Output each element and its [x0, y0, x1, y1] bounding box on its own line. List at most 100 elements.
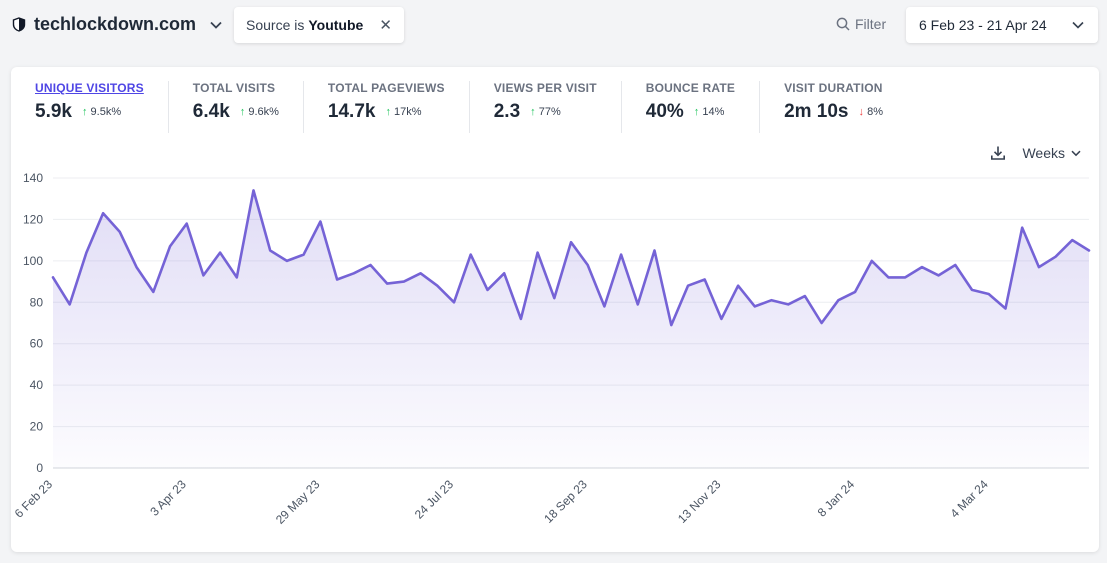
- stat-views-per-visit[interactable]: VIEWS PER VISIT 2.3 ↑ 77%: [470, 81, 622, 133]
- data-point[interactable]: [234, 274, 240, 280]
- stat-total-pageviews[interactable]: TOTAL PAGEVIEWS 14.7k ↑ 17k%: [304, 81, 470, 133]
- x-tick-label: 4 Mar 24: [947, 477, 991, 521]
- data-point[interactable]: [518, 316, 524, 322]
- data-point[interactable]: [167, 243, 173, 249]
- data-point[interactable]: [601, 303, 607, 309]
- interval-dropdown[interactable]: Weeks: [1022, 145, 1081, 161]
- stat-label: TOTAL VISITS: [192, 81, 276, 95]
- stat-value: 2.3: [493, 101, 521, 122]
- data-point[interactable]: [434, 283, 440, 289]
- y-tick-label: 100: [23, 254, 43, 268]
- data-point[interactable]: [184, 221, 190, 227]
- data-point[interactable]: [969, 287, 975, 293]
- data-point[interactable]: [401, 279, 407, 285]
- data-point[interactable]: [635, 301, 641, 307]
- data-point[interactable]: [485, 287, 491, 293]
- data-point[interactable]: [1069, 237, 1075, 243]
- data-point[interactable]: [1053, 254, 1059, 260]
- data-point[interactable]: [100, 210, 106, 216]
- data-point[interactable]: [200, 272, 206, 278]
- data-point[interactable]: [685, 283, 691, 289]
- data-point[interactable]: [1086, 248, 1092, 254]
- data-point[interactable]: [986, 291, 992, 297]
- search-icon: [836, 17, 850, 31]
- data-point[interactable]: [1019, 225, 1025, 231]
- stat-label: UNIQUE VISITORS: [35, 81, 144, 95]
- data-point[interactable]: [819, 320, 825, 326]
- data-point[interactable]: [952, 262, 958, 268]
- data-point[interactable]: [735, 283, 741, 289]
- data-point[interactable]: [869, 258, 875, 264]
- data-point[interactable]: [802, 293, 808, 299]
- filter-label: Filter: [855, 16, 887, 32]
- stat-value: 2m 10s: [784, 101, 849, 122]
- data-point[interactable]: [1003, 306, 1009, 312]
- site-switcher[interactable]: techlockdown.com: [12, 14, 222, 35]
- data-point[interactable]: [50, 274, 56, 280]
- data-point[interactable]: [886, 274, 892, 280]
- y-tick-label: 20: [30, 420, 44, 434]
- data-point[interactable]: [585, 262, 591, 268]
- data-point[interactable]: [368, 262, 374, 268]
- data-point[interactable]: [568, 239, 574, 245]
- filter-button[interactable]: Filter: [836, 16, 886, 32]
- data-point[interactable]: [317, 219, 323, 225]
- data-point[interactable]: [217, 250, 223, 256]
- arrow-up-icon: ↑: [385, 106, 391, 118]
- data-point[interactable]: [668, 322, 674, 328]
- data-point[interactable]: [785, 301, 791, 307]
- data-point[interactable]: [150, 289, 156, 295]
- data-point[interactable]: [334, 277, 340, 283]
- chevron-down-icon: [210, 21, 222, 29]
- data-point[interactable]: [652, 248, 658, 254]
- source-filter-pill[interactable]: Source is Youtube ✕: [234, 7, 404, 43]
- data-point[interactable]: [535, 250, 541, 256]
- data-point[interactable]: [718, 316, 724, 322]
- data-point[interactable]: [769, 297, 775, 303]
- data-point[interactable]: [418, 270, 424, 276]
- data-point[interactable]: [251, 187, 257, 193]
- data-point[interactable]: [117, 229, 123, 235]
- data-point[interactable]: [936, 272, 942, 278]
- data-point[interactable]: [451, 299, 457, 305]
- y-tick-label: 120: [23, 212, 43, 226]
- stat-bounce-rate[interactable]: BOUNCE RATE 40% ↑ 14%: [622, 81, 761, 133]
- data-point[interactable]: [752, 303, 758, 309]
- data-point[interactable]: [384, 281, 390, 287]
- stat-unique-visitors[interactable]: UNIQUE VISITORS 5.9k ↑ 9.5k%: [11, 81, 169, 133]
- download-icon[interactable]: [990, 145, 1006, 161]
- stat-label: VIEWS PER VISIT: [493, 81, 597, 95]
- data-point[interactable]: [301, 252, 307, 258]
- chevron-down-icon: [1072, 21, 1084, 29]
- x-tick-label: 13 Nov 23: [675, 477, 724, 526]
- data-point[interactable]: [702, 277, 708, 283]
- data-point[interactable]: [284, 258, 290, 264]
- stat-total-visits[interactable]: TOTAL VISITS 6.4k ↑ 9.6k%: [169, 81, 304, 133]
- arrow-up-icon: ↑: [81, 106, 88, 118]
- data-point[interactable]: [501, 270, 507, 276]
- arrow-up-icon: ↑: [239, 106, 246, 118]
- data-point[interactable]: [351, 270, 357, 276]
- date-range-picker[interactable]: 6 Feb 23 - 21 Apr 24: [906, 7, 1098, 43]
- stat-value: 6.4k: [192, 101, 230, 122]
- data-point[interactable]: [618, 252, 624, 258]
- data-point[interactable]: [83, 250, 89, 256]
- x-tick-label: 8 Jan 24: [815, 477, 858, 520]
- data-point[interactable]: [835, 297, 841, 303]
- stat-visit-duration[interactable]: VISIT DURATION 2m 10s ↓ 8%: [760, 81, 907, 133]
- close-icon[interactable]: ✕: [379, 17, 392, 34]
- y-tick-label: 40: [30, 378, 44, 392]
- date-range-label: 6 Feb 23 - 21 Apr 24: [919, 17, 1047, 33]
- data-point[interactable]: [551, 295, 557, 301]
- data-point[interactable]: [67, 301, 73, 307]
- top-bar: techlockdown.com Source is Youtube ✕ Fil…: [0, 0, 1107, 52]
- data-point[interactable]: [902, 274, 908, 280]
- x-tick-label: 18 Sep 23: [541, 477, 590, 526]
- stat-change: ↓ 8%: [858, 106, 883, 118]
- data-point[interactable]: [267, 248, 273, 254]
- data-point[interactable]: [852, 289, 858, 295]
- data-point[interactable]: [919, 264, 925, 270]
- data-point[interactable]: [468, 252, 474, 258]
- data-point[interactable]: [134, 264, 140, 270]
- data-point[interactable]: [1036, 264, 1042, 270]
